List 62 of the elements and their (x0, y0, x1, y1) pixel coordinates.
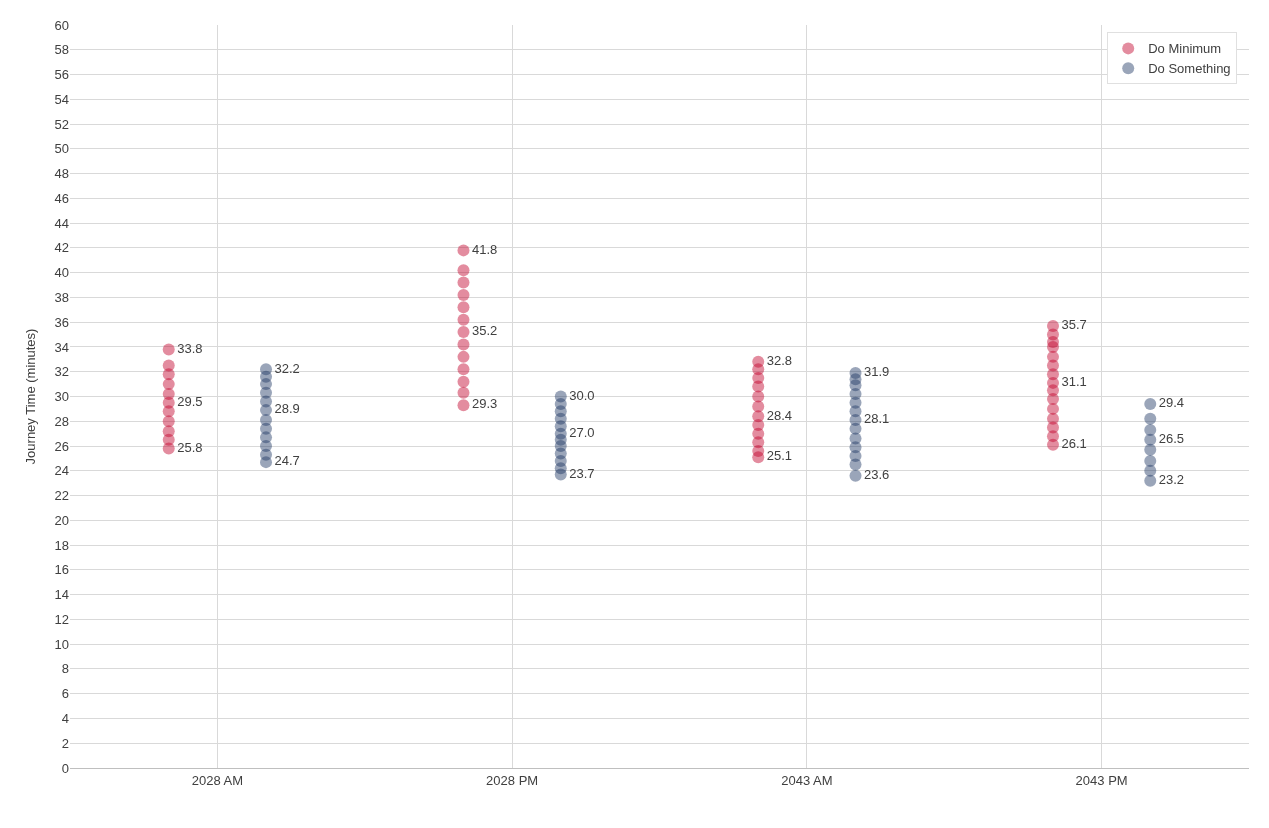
data-label: 29.3 (471, 396, 498, 412)
y-tick-label: 28 (54, 413, 69, 429)
y-tick-label: 46 (54, 190, 69, 206)
y-tick-label: 38 (54, 289, 69, 305)
y-tick-label: 58 (54, 42, 69, 58)
y-tick-label: 40 (54, 265, 69, 281)
x-tick-label: 2028 PM (486, 772, 539, 788)
legend-label: Do Something (1148, 61, 1231, 77)
y-tick-label: 56 (54, 67, 69, 83)
y-tick-label: 2 (61, 735, 69, 751)
data-label: 25.1 (766, 448, 793, 464)
y-tick-label: 48 (54, 166, 69, 182)
y-tick-label: 10 (54, 636, 69, 652)
data-label: 28.4 (766, 407, 793, 423)
data-label: 23.2 (1158, 471, 1185, 487)
data-label: 29.5 (177, 393, 203, 409)
data-label: 26.5 (1158, 431, 1185, 447)
data-label: 33.8 (177, 340, 203, 356)
y-tick-label: 34 (54, 339, 69, 355)
y-tick-label: 14 (54, 587, 69, 603)
y-tick-label: 36 (54, 314, 69, 330)
y-tick-label: 42 (54, 240, 69, 256)
y-tick-label: 50 (54, 141, 69, 157)
y-tick-label: 0 (61, 760, 69, 776)
y-tick-label: 4 (61, 711, 69, 727)
legend-label: Do Minimum (1148, 41, 1222, 57)
y-tick-label: 54 (54, 91, 69, 107)
y-tick-label: 52 (54, 116, 69, 132)
y-tick-label: 6 (61, 686, 69, 702)
y-tick-label: 12 (54, 611, 69, 627)
data-label: 26.1 (1061, 436, 1087, 452)
x-tick-label: 2043 PM (1075, 772, 1128, 788)
y-tick-label: 26 (54, 438, 69, 454)
x-tick-label: 2028 AM (191, 772, 244, 788)
y-tick-label: 44 (54, 215, 69, 231)
y-tick-label: 60 (54, 17, 69, 33)
data-label: 31.9 (864, 364, 890, 380)
data-label: 27.0 (569, 424, 595, 440)
y-tick-label: 24 (54, 463, 69, 479)
y-tick-label: 22 (54, 488, 69, 504)
data-label: 30.0 (569, 387, 595, 403)
data-label: 35.7 (1061, 317, 1087, 333)
y-tick-label: 8 (61, 661, 69, 677)
x-tick-label: 2043 AM (781, 772, 833, 788)
y-tick-label: 16 (54, 562, 69, 578)
y-axis-title: Journey Time (minutes) (23, 328, 39, 465)
data-label: 41.8 (471, 241, 498, 257)
y-tick-label: 30 (54, 389, 69, 405)
data-label: 32.8 (766, 353, 793, 369)
data-label: 31.1 (1061, 374, 1087, 390)
data-label: 24.7 (274, 453, 300, 469)
data-label: 28.1 (864, 411, 890, 427)
y-tick-label: 20 (54, 512, 69, 528)
y-tick-label: 18 (54, 537, 69, 553)
data-label: 25.8 (177, 439, 203, 455)
data-label: 28.9 (274, 401, 300, 417)
y-tick-label: 32 (54, 364, 69, 380)
data-label: 29.4 (1158, 395, 1185, 411)
data-label: 35.2 (471, 323, 498, 339)
data-label: 23.7 (569, 465, 595, 481)
data-label: 32.2 (274, 360, 300, 376)
data-label: 23.6 (864, 467, 890, 482)
